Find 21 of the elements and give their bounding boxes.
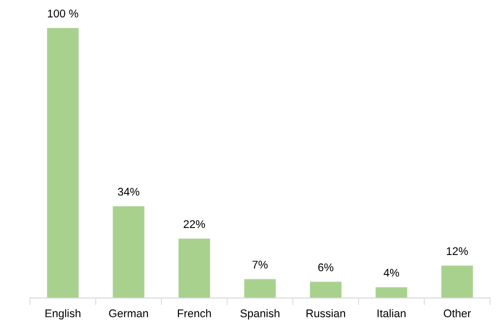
x-tick-label: Spanish [240, 309, 280, 320]
x-tick-label: Russian [306, 309, 346, 318]
x-tick-label: Other [444, 309, 471, 318]
x-tick-label: Italian [378, 309, 406, 318]
x-tick-label: German [109, 309, 148, 318]
bar [441, 266, 473, 298]
x-tick-label: French [178, 309, 211, 318]
bar [178, 238, 210, 298]
data-label: 34% [118, 188, 140, 196]
data-label: 12% [446, 247, 468, 256]
bar [376, 287, 408, 298]
bar [47, 28, 79, 298]
bar [112, 206, 144, 298]
x-tick-label: English [46, 309, 80, 320]
data-label: 100 % [48, 10, 78, 18]
bar [310, 282, 342, 298]
data-label: 7% [252, 260, 268, 269]
data-label: 22% [184, 220, 206, 228]
data-label: 4% [384, 268, 400, 277]
bar [244, 279, 276, 298]
data-label: 6% [318, 263, 334, 272]
